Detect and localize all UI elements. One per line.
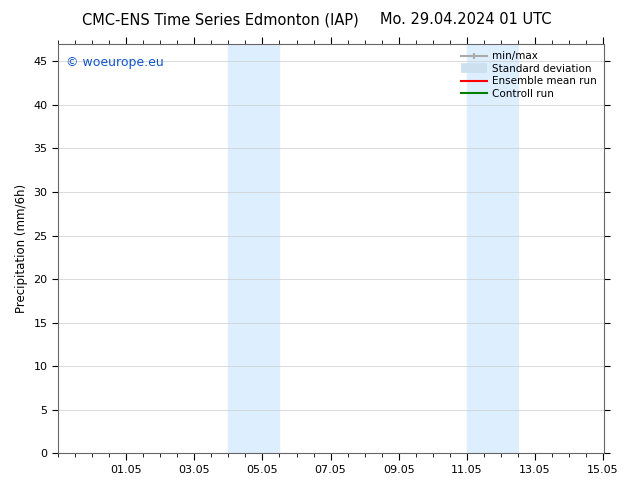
Bar [467, 44, 518, 453]
Bar [228, 44, 280, 453]
Text: Mo. 29.04.2024 01 UTC: Mo. 29.04.2024 01 UTC [380, 12, 552, 27]
Text: © woeurope.eu: © woeurope.eu [67, 56, 164, 69]
Y-axis label: Precipitation (mm/6h): Precipitation (mm/6h) [15, 184, 28, 313]
Text: CMC-ENS Time Series Edmonton (IAP): CMC-ENS Time Series Edmonton (IAP) [82, 12, 359, 27]
Legend: min/max, Standard deviation, Ensemble mean run, Controll run: min/max, Standard deviation, Ensemble me… [457, 47, 601, 103]
